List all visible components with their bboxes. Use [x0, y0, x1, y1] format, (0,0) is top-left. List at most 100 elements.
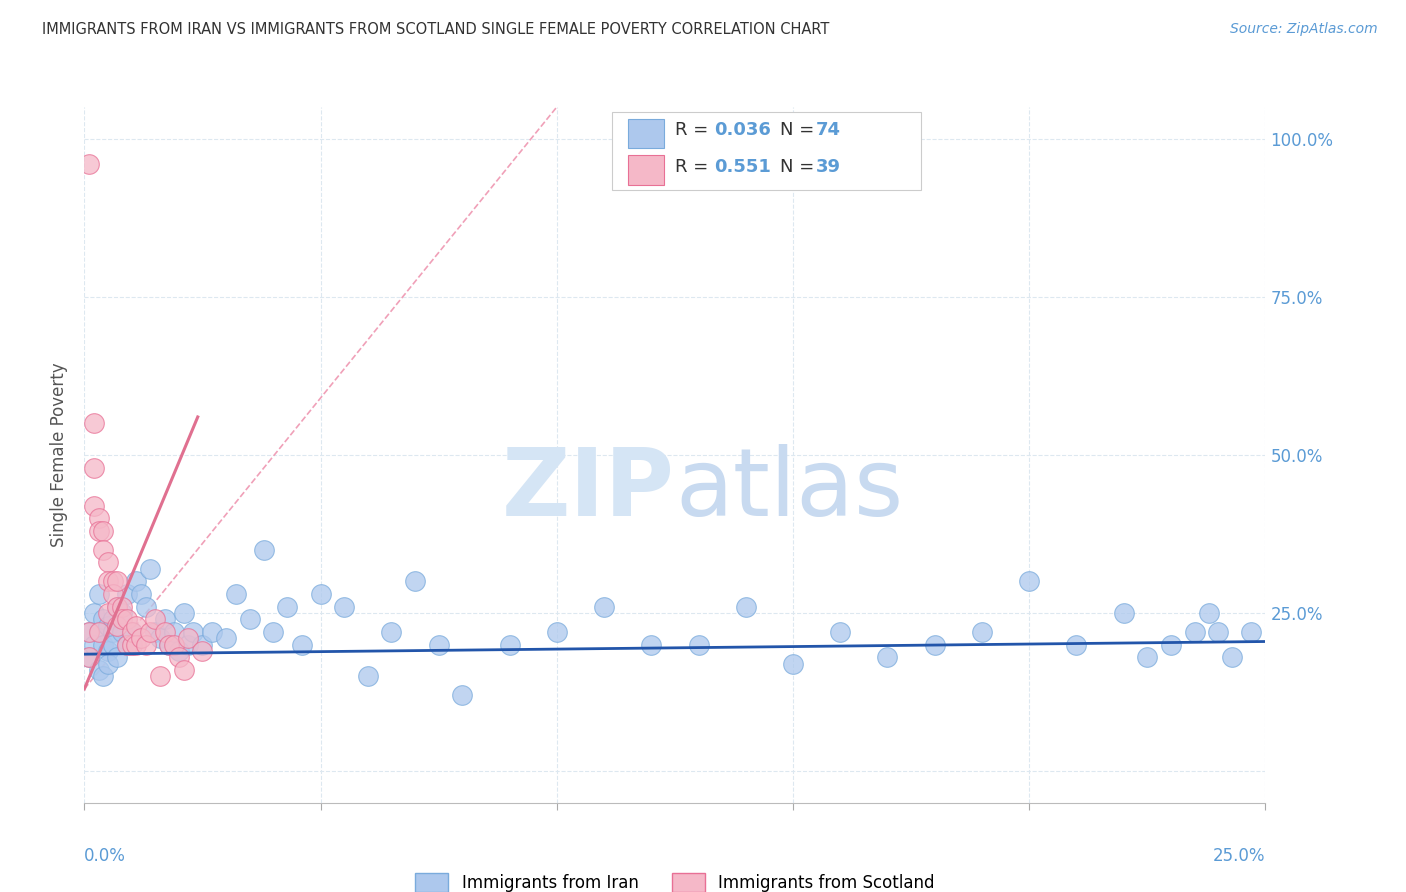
Point: [83, 460, 105, 475]
Point: [87, 625, 110, 640]
Point: [115, 638, 138, 652]
Point: [1066, 638, 1088, 652]
Point: [77, 625, 100, 640]
Point: [125, 618, 148, 632]
Point: [91, 612, 114, 626]
Point: [1198, 606, 1220, 620]
Point: [115, 612, 138, 626]
Text: 0.036: 0.036: [714, 121, 770, 139]
Point: [357, 669, 380, 683]
Point: [91, 524, 114, 538]
Point: [139, 625, 162, 640]
Point: [101, 638, 124, 652]
Point: [83, 499, 105, 513]
Point: [107, 599, 129, 614]
Point: [380, 625, 402, 640]
Point: [91, 638, 114, 652]
Point: [262, 625, 284, 640]
Point: [734, 599, 756, 614]
Point: [125, 638, 148, 652]
Point: [107, 599, 129, 614]
Point: [129, 587, 152, 601]
Point: [149, 632, 172, 646]
Point: [149, 669, 172, 683]
Point: [121, 638, 143, 652]
Point: [1184, 625, 1206, 640]
Point: [125, 574, 148, 589]
Point: [87, 587, 110, 601]
Point: [107, 574, 129, 589]
Point: [1160, 638, 1182, 652]
Point: [87, 524, 110, 538]
Text: 0.551: 0.551: [714, 158, 770, 176]
Point: [163, 638, 186, 652]
Point: [167, 650, 190, 665]
Point: [121, 625, 143, 640]
Point: [83, 638, 105, 652]
Point: [97, 606, 120, 620]
Point: [876, 650, 898, 665]
Point: [225, 587, 247, 601]
Point: [1240, 625, 1263, 640]
Point: [191, 638, 214, 652]
Point: [121, 625, 143, 640]
Point: [77, 650, 100, 665]
Point: [167, 644, 190, 658]
Point: [427, 638, 450, 652]
Point: [640, 638, 662, 652]
Point: [830, 625, 852, 640]
Point: [135, 638, 157, 652]
Point: [115, 587, 138, 601]
Point: [924, 638, 946, 652]
Point: [1220, 650, 1243, 665]
Y-axis label: Single Female Poverty: Single Female Poverty: [51, 363, 69, 547]
Point: [1018, 574, 1040, 589]
Point: [688, 638, 710, 652]
Point: [1112, 606, 1135, 620]
Point: [97, 556, 120, 570]
Point: [77, 625, 100, 640]
Text: N =: N =: [780, 121, 820, 139]
Point: [143, 612, 166, 626]
Point: [498, 638, 520, 652]
Point: [107, 650, 129, 665]
Point: [129, 632, 152, 646]
Point: [87, 625, 110, 640]
Point: [333, 599, 356, 614]
Point: [77, 650, 100, 665]
Point: [157, 638, 180, 652]
Text: atlas: atlas: [675, 443, 903, 536]
Point: [177, 638, 200, 652]
Point: [593, 599, 616, 614]
Point: [101, 574, 124, 589]
Point: [291, 638, 314, 652]
Point: [191, 644, 214, 658]
Point: [181, 625, 204, 640]
Point: [111, 612, 134, 626]
Point: [87, 511, 110, 525]
Point: [309, 587, 332, 601]
Point: [87, 663, 110, 677]
Point: [97, 644, 120, 658]
Point: [157, 638, 180, 652]
Point: [83, 606, 105, 620]
Point: [153, 625, 176, 640]
Point: [1206, 625, 1229, 640]
Point: [97, 574, 120, 589]
Point: [77, 157, 100, 171]
Text: IMMIGRANTS FROM IRAN VS IMMIGRANTS FROM SCOTLAND SINGLE FEMALE POVERTY CORRELATI: IMMIGRANTS FROM IRAN VS IMMIGRANTS FROM …: [42, 22, 830, 37]
Text: 25.0%: 25.0%: [1213, 847, 1265, 865]
Point: [91, 542, 114, 557]
Point: [239, 612, 262, 626]
Point: [111, 606, 134, 620]
Point: [111, 599, 134, 614]
Point: [177, 632, 200, 646]
Text: 0.0%: 0.0%: [84, 847, 127, 865]
Point: [83, 417, 105, 431]
Point: [404, 574, 426, 589]
Text: 74: 74: [815, 121, 841, 139]
Point: [91, 669, 114, 683]
Point: [782, 657, 804, 671]
Point: [97, 657, 120, 671]
Point: [215, 632, 238, 646]
